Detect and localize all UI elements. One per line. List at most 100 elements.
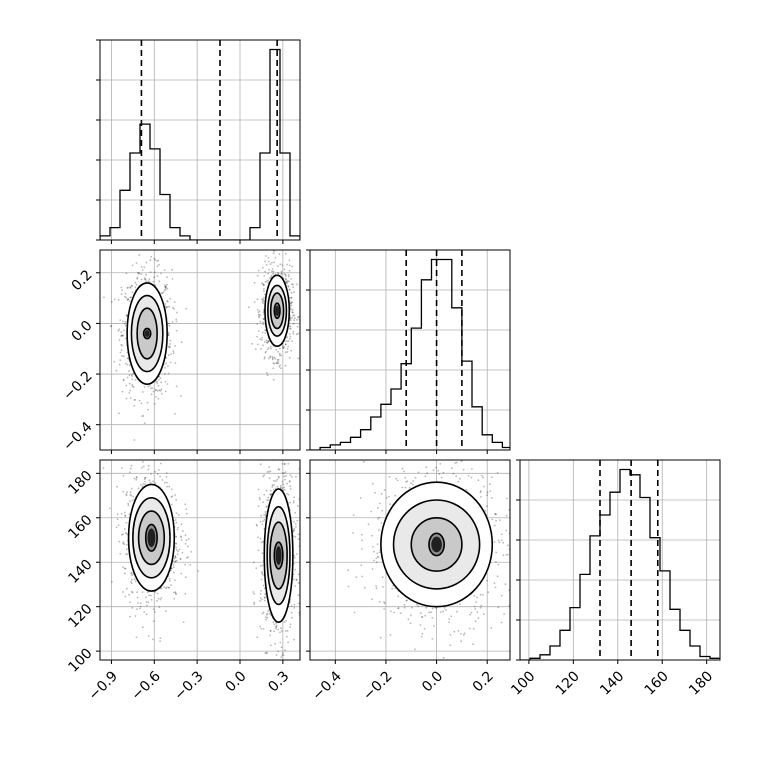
x-tick-label: 160	[642, 668, 672, 698]
scatter-point	[383, 608, 385, 610]
scatter-point	[110, 325, 113, 327]
scatter-point	[276, 478, 279, 481]
scatter-point	[187, 556, 189, 559]
scatter-point	[165, 587, 167, 590]
scatter-point	[173, 571, 175, 574]
contour-line	[267, 284, 288, 337]
scatter-point	[285, 280, 288, 283]
scatter-point	[165, 475, 168, 478]
scatter-point	[293, 319, 295, 322]
scatter-point	[167, 372, 170, 375]
scatter-point	[258, 316, 260, 319]
scatter-point	[502, 554, 505, 557]
scatter-point	[117, 524, 120, 526]
scatter-point	[174, 494, 177, 496]
scatter-point	[256, 525, 258, 527]
scatter-point	[260, 541, 263, 544]
scatter-point	[414, 476, 417, 479]
scatter-point	[269, 356, 272, 359]
scatter-point	[122, 320, 124, 323]
scatter-point	[407, 618, 410, 621]
scatter-point	[264, 351, 267, 354]
scatter-point	[405, 481, 407, 483]
scatter-point	[172, 591, 175, 594]
scatter-point	[263, 596, 266, 599]
scatter-point	[121, 344, 124, 347]
scatter-point	[158, 606, 161, 608]
scatter-point	[260, 627, 263, 630]
scatter-point	[130, 582, 133, 585]
scatter-point	[263, 296, 265, 299]
scatter-point	[277, 628, 280, 631]
scatter-point	[381, 509, 384, 512]
scatter-point	[154, 388, 157, 391]
scatter-point	[257, 549, 260, 552]
scatter-point	[263, 356, 266, 358]
scatter-point	[288, 269, 291, 272]
scatter-point	[117, 329, 120, 332]
scatter-point	[180, 523, 183, 526]
scatter-point	[285, 635, 288, 638]
scatter-point	[420, 635, 423, 638]
scatter-point	[162, 291, 165, 293]
scatter-point	[149, 384, 151, 387]
scatter-point	[490, 476, 493, 479]
scatter-point	[284, 630, 287, 632]
scatter-point	[122, 329, 125, 332]
scatter-point	[269, 629, 272, 632]
scatter-point	[172, 566, 175, 569]
scatter-point	[268, 471, 270, 473]
scatter-point	[291, 311, 294, 313]
scatter-point	[175, 559, 178, 562]
scatter-point	[185, 539, 188, 542]
scatter-point	[287, 340, 290, 342]
scatter-point	[265, 350, 267, 353]
scatter-point	[121, 289, 123, 291]
scatter-point	[482, 476, 484, 479]
scatter-point	[277, 272, 279, 274]
scatter-point	[272, 252, 275, 255]
scatter-point	[127, 298, 130, 300]
scatter-point	[297, 594, 300, 597]
scatter-point	[497, 606, 500, 609]
scatter-point	[262, 323, 265, 326]
panel-frame	[99, 39, 301, 241]
scatter-point	[135, 636, 138, 639]
x-tick-label: 180	[686, 668, 716, 698]
scatter-point	[126, 376, 129, 379]
scatter-point	[159, 462, 162, 465]
scatter-point	[295, 578, 298, 581]
scatter-point	[383, 601, 385, 603]
density-panel	[347, 460, 510, 659]
scatter-point	[460, 640, 462, 643]
histogram-step	[310, 258, 510, 450]
scatter-point	[125, 494, 128, 497]
scatter-point	[261, 552, 264, 555]
contour-line	[137, 510, 166, 566]
scatter-point	[267, 499, 270, 502]
scatter-point	[156, 473, 159, 475]
scatter-point	[261, 338, 263, 341]
scatter-point	[285, 282, 288, 285]
scatter-point	[271, 356, 274, 358]
scatter-point	[269, 489, 272, 492]
scatter-point	[269, 634, 271, 637]
scatter-point	[254, 348, 257, 350]
scatter-point	[262, 299, 265, 302]
scatter-point	[267, 347, 270, 349]
scatter-point	[377, 556, 380, 559]
scatter-point	[286, 336, 289, 339]
scatter-point	[388, 476, 391, 478]
scatter-point	[120, 334, 123, 337]
scatter-point	[129, 467, 132, 470]
panel-bg	[520, 460, 720, 660]
scatter-point	[131, 499, 134, 502]
scatter-point	[253, 281, 256, 284]
scatter-point	[261, 331, 264, 334]
scatter-point	[284, 343, 287, 346]
scatter-point	[136, 276, 139, 279]
scatter-point	[129, 286, 132, 288]
scatter-point	[373, 559, 375, 562]
scatter-point	[277, 650, 280, 653]
scatter-point	[119, 319, 122, 321]
